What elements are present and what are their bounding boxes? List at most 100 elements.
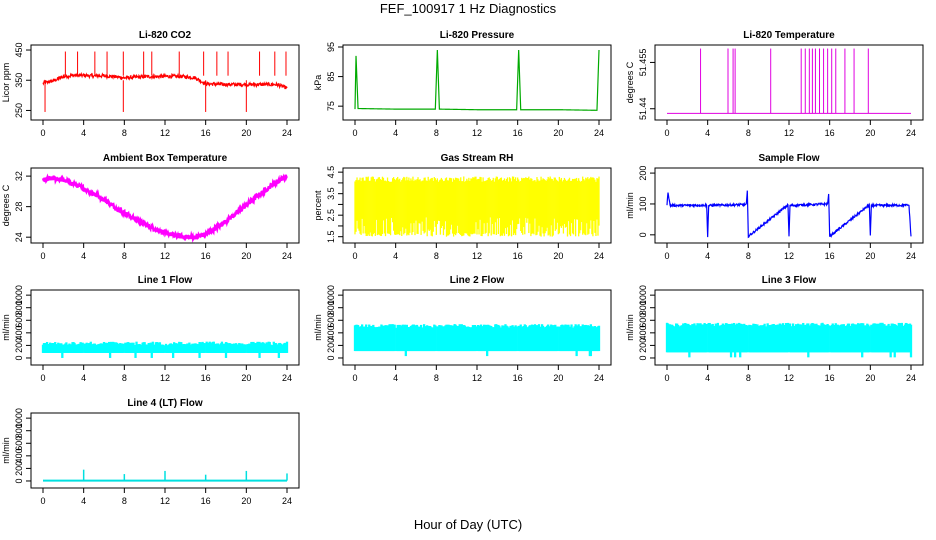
x-tick-label: 20	[553, 251, 563, 261]
y-tick-label: 400	[14, 325, 24, 340]
y-tick-label: 800	[14, 423, 24, 438]
y-tick-label: 200	[638, 338, 648, 353]
y-tick-label: 85	[326, 72, 336, 82]
x-tick-label: 0	[352, 251, 357, 261]
y-tick-label: 24	[14, 232, 24, 242]
panel-1: Li-820 CO2 Licor ppm 0 4 8 12 16 20 24 250 350 450	[1, 30, 300, 138]
x-tick-label: 8	[122, 496, 127, 506]
x-tick-label: 4	[81, 251, 86, 261]
x-tick-label: 20	[865, 128, 875, 138]
y-axis-label: degrees C	[625, 61, 635, 103]
x-tick-label: 12	[160, 128, 170, 138]
y-tick-label: 1000	[638, 285, 648, 305]
x-tick-label: 20	[241, 251, 251, 261]
x-tick-label: 16	[201, 128, 211, 138]
x-tick-label: 24	[282, 251, 292, 261]
y-tick-label: 3.5	[326, 187, 336, 200]
panel-title: Line 4 (LT) Flow	[127, 398, 203, 409]
x-tick-label: 4	[705, 251, 710, 261]
x-tick-label: 20	[553, 128, 563, 138]
y-axis-label: ml/min	[625, 192, 635, 219]
x-tick-label: 0	[664, 251, 669, 261]
series-line	[666, 190, 912, 239]
x-tick-label: 12	[472, 373, 482, 383]
x-tick-label: 0	[40, 251, 45, 261]
x-tick-label: 24	[282, 496, 292, 506]
x-tick-label: 0	[664, 128, 669, 138]
panel-title: Line 3 Flow	[762, 275, 817, 286]
x-tick-label: 4	[705, 373, 710, 383]
y-tick-label: 0	[14, 355, 24, 360]
x-tick-label: 20	[241, 373, 251, 383]
y-tick-label: 0	[14, 478, 24, 483]
y-tick-label: 400	[326, 325, 336, 340]
y-axis-label: kPa	[313, 75, 323, 91]
series-layer	[354, 49, 600, 111]
y-tick-label: 400	[638, 325, 648, 340]
plot-frame	[654, 44, 924, 121]
x-tick-label: 8	[122, 128, 127, 138]
panel-5: Gas Stream RH percent 0 4 8 12 16 20 24 1.5 2.5 3.5…	[313, 153, 612, 261]
panel-3: Li-820 Temperature degrees C 0 4 8 12 16 20 24 51…	[625, 30, 924, 138]
x-tick-label: 20	[241, 496, 251, 506]
y-tick-label: 400	[14, 448, 24, 463]
y-tick-label: 1000	[14, 408, 24, 428]
y-tick-label: 250	[14, 103, 24, 118]
y-tick-label: 75	[326, 101, 336, 111]
series-layer	[43, 469, 288, 482]
y-tick-label: 600	[14, 313, 24, 328]
y-axis-label: ml/min	[313, 314, 323, 341]
x-tick-label: 8	[434, 251, 439, 261]
x-tick-label: 24	[594, 373, 604, 383]
x-tick-label: 0	[40, 128, 45, 138]
x-tick-label: 24	[906, 373, 916, 383]
panel-10: Line 4 (LT) Flow ml/min 0 4 8 12 16 20 24 0 200400…	[1, 398, 300, 506]
series-layer	[667, 48, 911, 114]
y-tick-label: 600	[326, 313, 336, 328]
series-layer	[354, 176, 600, 237]
y-axis-label: ml/min	[625, 314, 635, 341]
panel-title: Li-820 Temperature	[743, 30, 835, 41]
x-tick-label: 16	[201, 373, 211, 383]
x-tick-label: 8	[746, 128, 751, 138]
x-tick-label: 24	[594, 251, 604, 261]
series-layer	[41, 341, 289, 358]
x-tick-label: 16	[513, 128, 523, 138]
y-tick-label: 4.5	[326, 166, 336, 179]
x-tick-label: 16	[825, 251, 835, 261]
y-tick-label: 200	[638, 166, 648, 181]
x-tick-label: 12	[472, 128, 482, 138]
y-tick-label: 1.5	[326, 230, 336, 243]
panel-title: Line 2 Flow	[450, 275, 505, 286]
y-axis-label: degrees C	[1, 184, 11, 226]
x-tick-label: 20	[553, 373, 563, 383]
x-tick-label: 16	[513, 373, 523, 383]
x-tick-label: 8	[434, 373, 439, 383]
x-tick-label: 16	[201, 251, 211, 261]
panel-7: Line 1 Flow ml/min 0 4 8 12 16 20 24 0 20040060080…	[1, 275, 300, 383]
x-tick-label: 8	[122, 251, 127, 261]
series-layer	[666, 190, 912, 239]
x-tick-label: 16	[201, 496, 211, 506]
series-line	[354, 49, 600, 111]
y-tick-label: 100	[638, 196, 648, 211]
y-tick-label: 0	[638, 355, 648, 360]
y-axis-label: percent	[313, 190, 323, 221]
y-tick-label: 200	[14, 461, 24, 476]
y-axis-label: ml/min	[1, 437, 11, 464]
x-tick-label: 20	[865, 251, 875, 261]
x-tick-label: 24	[282, 128, 292, 138]
panel-title: Gas Stream RH	[441, 153, 514, 164]
series-line	[42, 71, 288, 90]
x-tick-label: 4	[705, 128, 710, 138]
x-tick-label: 20	[241, 128, 251, 138]
y-tick-label: 800	[14, 300, 24, 315]
panel-title: Sample Flow	[758, 153, 819, 164]
panel-4: Ambient Box Temperature degrees C 0 4 8 12 16 2…	[1, 153, 300, 261]
x-tick-label: 0	[352, 373, 357, 383]
x-tick-label: 8	[746, 251, 751, 261]
x-tick-label: 4	[81, 128, 86, 138]
y-axis-label: Licor ppm	[1, 63, 11, 103]
y-tick-label: 95	[326, 42, 336, 52]
y-tick-label: 200	[326, 338, 336, 353]
